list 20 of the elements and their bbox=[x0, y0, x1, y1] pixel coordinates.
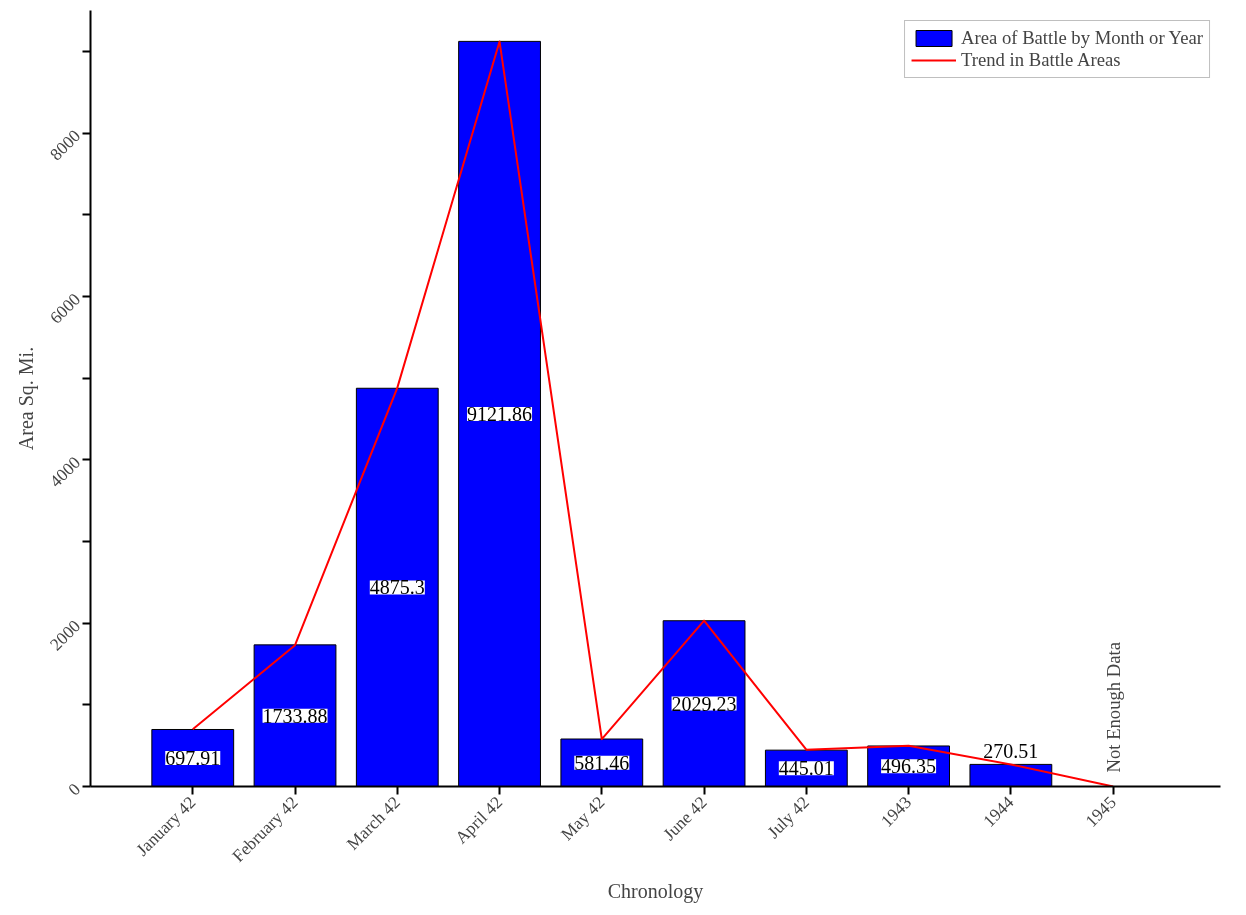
data-label: 445.01 bbox=[778, 757, 834, 780]
data-label: 4875.3 bbox=[369, 576, 425, 599]
legend-label: Trend in Battle Areas bbox=[961, 49, 1121, 71]
y-tick-label: 0 bbox=[64, 779, 85, 800]
x-tick-label: July 42 bbox=[763, 792, 814, 842]
data-label: 1733.88 bbox=[262, 704, 328, 727]
data-label: 9121.86 bbox=[467, 402, 533, 425]
x-tick-label: May 42 bbox=[557, 792, 609, 844]
data-label: 2029.23 bbox=[671, 692, 737, 715]
y-tick-label: 6000 bbox=[46, 289, 85, 328]
annotation: Not Enough Data bbox=[1102, 641, 1124, 773]
data-label: 697.91 bbox=[165, 747, 221, 769]
y-tick-label: 4000 bbox=[46, 453, 85, 491]
data-label: 270.51 bbox=[983, 740, 1039, 763]
y-axis-title: Area Sq. Mi. bbox=[15, 346, 39, 451]
x-tick-label: June 42 bbox=[659, 792, 711, 844]
x-axis-title: Chronology bbox=[607, 880, 704, 904]
legend-label: Area of Battle by Month or Year bbox=[961, 27, 1203, 49]
data-label: 581.46 bbox=[574, 751, 630, 774]
data-label: 496.35 bbox=[881, 755, 937, 778]
